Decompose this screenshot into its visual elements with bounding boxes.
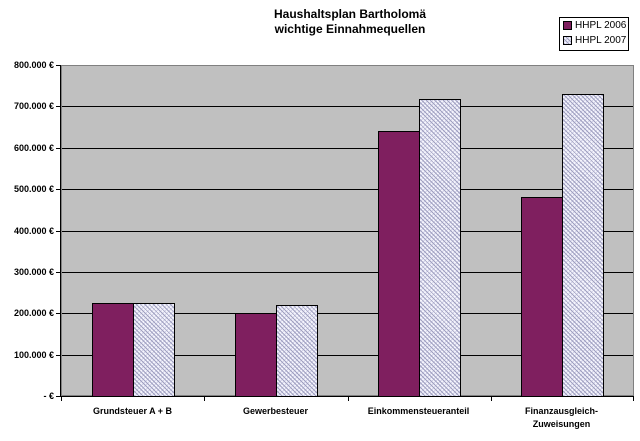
x-label-finanzausgleich: Finanzausgleich- Zuweisungen <box>490 405 633 431</box>
y-tick-label: 500.000 € <box>14 184 54 194</box>
y-tick-label: 800.000 € <box>14 60 54 70</box>
y-tick-label: 100.000 € <box>14 350 54 360</box>
gridline <box>62 189 633 190</box>
legend-swatch-2007 <box>563 36 572 45</box>
bar-hhpl-2007 <box>276 305 318 397</box>
legend: HHPL 2006 HHPL 2007 <box>559 17 629 51</box>
x-tick-mark <box>633 396 634 401</box>
x-label-einkommensteuer: Einkommensteueranteil <box>347 405 490 418</box>
x-label-gewerbesteuer: Gewerbesteuer <box>204 405 347 418</box>
bar-hhpl-2006 <box>521 197 563 397</box>
gridline <box>62 148 633 149</box>
y-tick-label: 200.000 € <box>14 308 54 318</box>
x-tick-mark <box>61 396 62 401</box>
x-tick-mark <box>491 396 492 401</box>
y-tick-mark <box>56 231 61 232</box>
bar-hhpl-2007 <box>419 99 461 397</box>
bar-hhpl-2006 <box>92 303 134 397</box>
x-tick-mark <box>204 396 205 401</box>
y-tick-mark <box>56 272 61 273</box>
bar-hhpl-2007 <box>562 94 604 397</box>
chart-title-line1: Haushaltsplan Bartholomä <box>240 7 460 22</box>
y-tick-label: 300.000 € <box>14 267 54 277</box>
chart-title-line2: wichtige Einnahmequellen <box>240 22 460 37</box>
y-tick-label: - € <box>43 391 54 401</box>
legend-swatch-2006 <box>563 21 572 30</box>
bar-hhpl-2006 <box>235 313 277 397</box>
legend-item-2006: HHPL 2006 <box>560 18 628 33</box>
y-tick-label: 600.000 € <box>14 143 54 153</box>
legend-label-2007: HHPL 2007 <box>575 35 626 46</box>
bar-hhpl-2006 <box>378 131 420 397</box>
y-tick-mark <box>56 189 61 190</box>
y-tick-mark <box>56 65 61 66</box>
x-label-finanzausgleich-line1: Finanzausgleich- <box>490 405 633 418</box>
gridline <box>62 106 633 107</box>
y-tick-mark <box>56 355 61 356</box>
y-tick-label: 700.000 € <box>14 101 54 111</box>
x-label-grundsteuer: Grundsteuer A + B <box>61 405 204 418</box>
bar-hhpl-2007 <box>133 303 175 397</box>
y-tick-mark <box>56 106 61 107</box>
legend-item-2007: HHPL 2007 <box>560 33 628 48</box>
chart-title: Haushaltsplan Bartholomä wichtige Einnah… <box>240 7 460 37</box>
y-tick-mark <box>56 148 61 149</box>
y-tick-label: 400.000 € <box>14 226 54 236</box>
x-tick-mark <box>348 396 349 401</box>
x-label-finanzausgleich-line2: Zuweisungen <box>490 418 633 431</box>
y-tick-mark <box>56 313 61 314</box>
legend-label-2006: HHPL 2006 <box>575 20 626 31</box>
